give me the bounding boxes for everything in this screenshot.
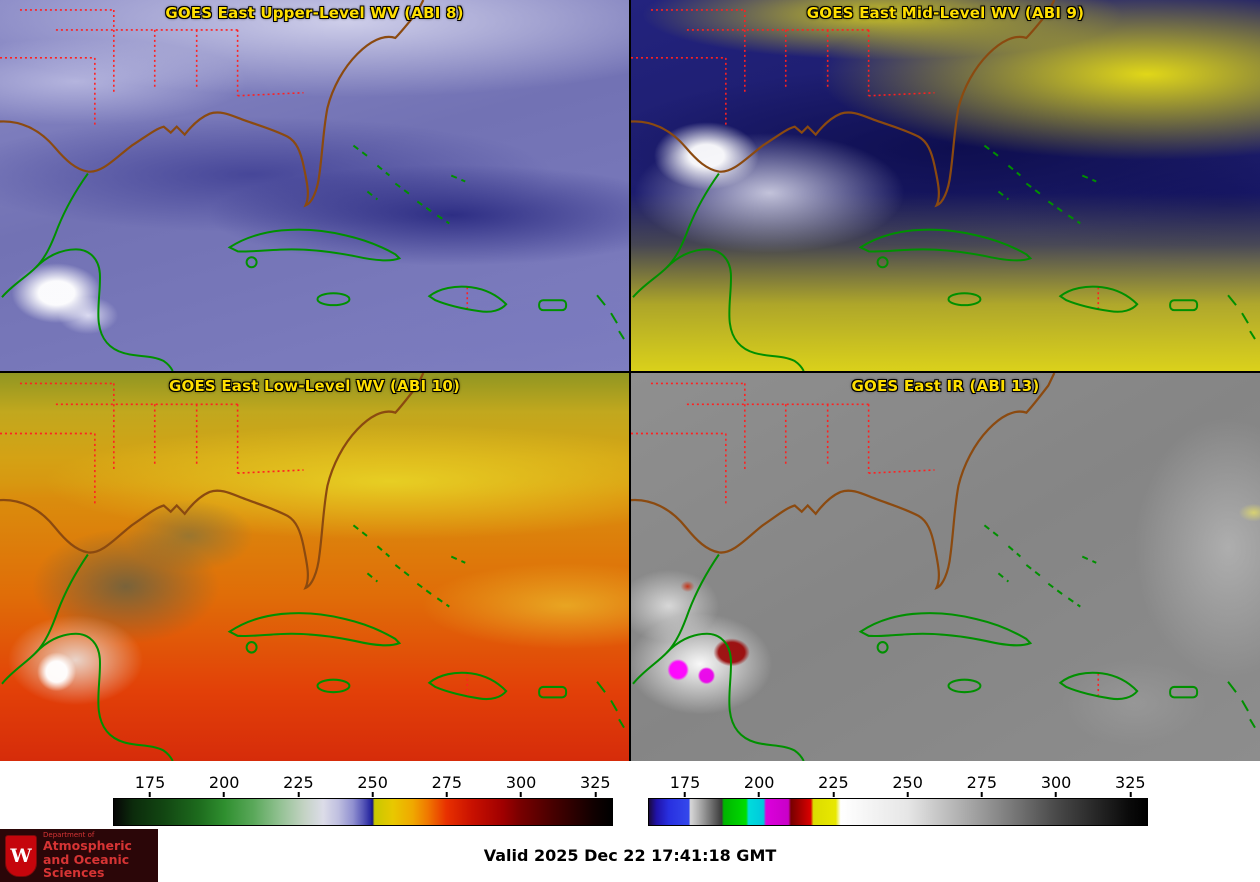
tick-label: 325 [1115, 773, 1146, 792]
tick-label: 250 [892, 773, 923, 792]
tick-label: 250 [357, 773, 388, 792]
uw-crest-icon: W [5, 834, 37, 877]
map-overlay [0, 373, 626, 761]
tick-label: 275 [966, 773, 998, 792]
wv-colorbar-ticks: 175 200 225 250 275 300 325 [113, 773, 613, 793]
uw-aos-logo: W Department of Atmospheric and Oceanic … [0, 829, 158, 882]
panel-upper-level-wv: GOES East Upper-Level WV (ABI 8) [0, 0, 629, 371]
satellite-panel-grid: GOES East Upper-Level WV (ABI 8) GOES Ea… [0, 0, 1260, 761]
logo-department-of: Department of [43, 831, 95, 840]
tick-label: 225 [818, 773, 849, 792]
map-overlay [0, 0, 626, 371]
valid-time-label: Valid 2025 Dec 22 17:41:18 GMT [483, 846, 777, 865]
panel-low-level-wv: GOES East Low-Level WV (ABI 10) [0, 373, 629, 761]
tick-label: 300 [1040, 773, 1072, 792]
panel-mid-level-wv: GOES East Mid-Level WV (ABI 9) [631, 0, 1260, 371]
panel-ir: GOES East IR (ABI 13) [631, 373, 1260, 761]
tick-label: 175 [134, 773, 166, 792]
tick-label: 200 [743, 773, 775, 792]
ir-colorbar-column: 175 200 225 250 275 300 325 [630, 761, 1260, 829]
tick-label: 225 [283, 773, 314, 792]
ir-colorbar-ticks: 175 200 225 250 275 300 325 [648, 773, 1148, 793]
logo-atmospheric: Atmospheric [43, 838, 132, 854]
footer: 175 200 225 250 275 300 325 175 200 225 … [0, 761, 1260, 882]
bottom-bar: Valid 2025 Dec 22 17:41:18 GMT W Departm… [0, 829, 1260, 882]
logo-oceanic-sciences: and Oceanic Sciences [43, 851, 130, 880]
panel-title-abi13: GOES East IR (ABI 13) [851, 377, 1040, 395]
tick-label: 200 [208, 773, 240, 792]
map-overlay [631, 373, 1257, 761]
tick-label: 275 [431, 773, 463, 792]
ir-colorbar [648, 798, 1148, 826]
tick-label: 175 [669, 773, 701, 792]
tick-label: 300 [505, 773, 537, 792]
panel-title-abi8: GOES East Upper-Level WV (ABI 8) [165, 4, 464, 22]
logo-text: Department of Atmospheric and Oceanic Sc… [43, 831, 158, 880]
panel-title-abi10: GOES East Low-Level WV (ABI 10) [168, 377, 461, 395]
wv-colorbar [113, 798, 613, 826]
map-overlay [631, 0, 1257, 371]
panel-title-abi9: GOES East Mid-Level WV (ABI 9) [806, 4, 1085, 22]
wv-colorbar-column: 175 200 225 250 275 300 325 [0, 761, 630, 829]
tick-label: 325 [580, 773, 611, 792]
colorbar-row: 175 200 225 250 275 300 325 175 200 225 … [0, 761, 1260, 829]
